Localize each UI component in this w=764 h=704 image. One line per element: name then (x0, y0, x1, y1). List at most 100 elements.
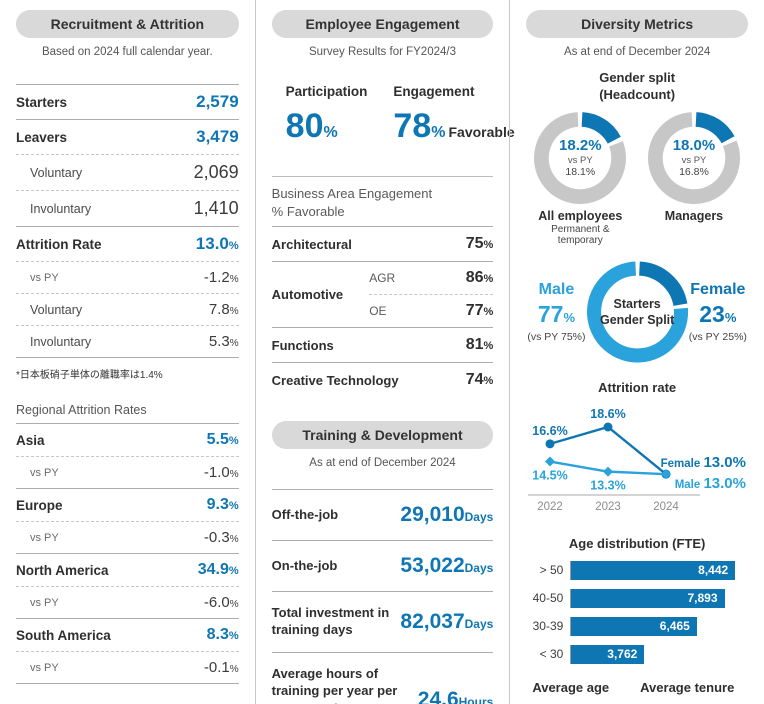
table-row: Starters 2,579 (16, 84, 239, 119)
automotive-row: Automotive AGR 86% OE 77% (271, 261, 494, 327)
row-label: Involuntary (30, 334, 92, 349)
starters-gender-split: Male 77% (vs PY 75%) Starters Gender Spl… (526, 260, 748, 364)
table-row: Involuntary 5.3% (16, 325, 239, 358)
attrition-chart-title: Attrition rate (598, 379, 677, 395)
region-label: North America (16, 562, 109, 578)
sub-area-label: OE (369, 304, 387, 319)
diversity-subtitle: As at end of December 2024 (563, 46, 711, 58)
automotive-subrows: AGR 86% OE 77% (369, 262, 494, 327)
recruitment-footnote: *日本板硝子単体の離職率は1.4% (16, 370, 163, 381)
gender-split-title: Gender split (Headcount) (599, 70, 676, 102)
recruitment-attrition-section: Recruitment & Attrition Based on 2024 fu… (0, 0, 255, 704)
svg-text:2024: 2024 (654, 501, 680, 513)
business-area-heading: Business Area Engagement % Favorable (271, 186, 433, 219)
age-bar-row: > 50 8,442 (526, 560, 748, 580)
donut-title: All employees (538, 208, 623, 223)
vspy-value: -0.3% (203, 529, 239, 546)
recruitment-subtitle: Based on 2024 full calendar year. (41, 46, 213, 58)
all-employees-donut: 18.2% vs PY 18.1% (534, 111, 627, 204)
row-label: Starters (16, 94, 68, 110)
engagement-kpis: Participation 80% Engagement 78% Favorabl… (272, 84, 515, 146)
row-value: -1.2% (203, 269, 239, 286)
bar-value-label: 7,893 (687, 591, 718, 606)
section-title-recruitment: Recruitment & Attrition (16, 10, 239, 38)
bar: 8,442 (571, 560, 736, 580)
table-row: Voluntary 7.8% (16, 293, 239, 325)
table-row: Asia 5.5% (16, 423, 239, 456)
table-row: Leavers 3,479 (16, 119, 239, 154)
bar-category-label: > 50 (539, 563, 564, 578)
table-row: Attrition Rate 13.0% (16, 226, 239, 261)
starters-donut: Starters Gender Split (586, 260, 688, 364)
table-row: Europe 9.3% (16, 488, 239, 521)
region-label: Asia (16, 432, 45, 448)
female-share-label: Female 23% (vs PY 25%) (688, 280, 747, 343)
bar-track: 8,442 (570, 560, 748, 580)
sub-area-value: 77% (465, 302, 494, 320)
training-subtitle: As at end of December 2024 (309, 457, 456, 470)
regional-attrition-table: Asia 5.5% vs PY -1.0% Europe 9.3% vs PY … (16, 423, 239, 684)
training-label: Off-the-job (271, 506, 339, 522)
row-value: 2,579 (196, 92, 239, 111)
row-value: 7.8% (208, 301, 239, 318)
table-row: AGR 86% (369, 262, 493, 294)
donut-center-text: Starters Gender Split (599, 296, 675, 327)
table-row: Off-the-job 29,010Days (271, 489, 494, 540)
section-title-engagement: Employee Engagement (271, 10, 494, 38)
engagement-subtitle: Survey Results for FY2024/3 (308, 46, 456, 58)
svg-text:16.6%: 16.6% (533, 424, 568, 438)
area-label: Automotive (271, 287, 344, 303)
line-chart-svg: 2022 2023 2024 16.6% 18.6% Female 13.0% 14.5% 1… (528, 407, 746, 513)
vspy-value: -0.1% (203, 659, 239, 676)
region-label: South America (16, 627, 111, 643)
managers-donut: 18.0% vs PY 16.8% (648, 111, 740, 204)
table-row: Average hours of training per year per p… (271, 651, 494, 704)
training-label: Total investment in training days (271, 605, 390, 637)
participation-value: 80% (285, 107, 338, 145)
training-label: Average hours of training per year per p… (271, 665, 398, 704)
managers-donut-block: 18.0% vs PY 16.8% Managers (642, 111, 746, 246)
employee-engagement-section: Employee Engagement Survey Results for F… (254, 0, 515, 704)
donut-svg (586, 261, 688, 363)
vspy-label: vs PY (30, 661, 59, 674)
bar-track: 7,893 (570, 588, 748, 608)
table-row: vs PY -0.1% (16, 651, 239, 684)
recruitment-table: Starters 2,579 Leavers 3,479 Voluntary 2… (16, 84, 239, 358)
donut-center-text: 18.0% vs PY 16.8% (672, 137, 716, 179)
age-bar-row: 30-39 6,465 (526, 616, 748, 636)
row-label: Attrition Rate (16, 236, 102, 252)
bar-value-label: 3,762 (607, 647, 638, 662)
engagement-label: Engagement (393, 84, 475, 99)
region-label: Europe (16, 497, 63, 513)
vspy-label: vs PY (30, 531, 59, 544)
table-row: vs PY -0.3% (16, 521, 239, 553)
male-share-label: Male 77% (vs PY 75%) (527, 280, 586, 343)
svg-text:2022: 2022 (538, 501, 564, 513)
bar-track: 6,465 (570, 616, 748, 636)
table-row: vs PY -1.2% (16, 261, 239, 293)
table-row: Voluntary 2,069 (16, 154, 239, 190)
donut-title: Managers (664, 208, 724, 223)
svg-text:14.5%: 14.5% (533, 468, 568, 482)
table-row: On-the-job 53,022Days (271, 540, 494, 591)
table-row: Architectural 75% (271, 226, 494, 261)
age-bar-row: 40-50 7,893 (526, 588, 748, 608)
training-value: 82,037Days (400, 609, 494, 633)
training-value: 53,022Days (400, 554, 494, 578)
row-label: Involuntary (30, 201, 92, 216)
region-value: 5.5% (206, 431, 239, 448)
row-label: Voluntary (30, 165, 83, 180)
svg-text:18.6%: 18.6% (591, 407, 626, 421)
row-value: 5.3% (208, 333, 239, 350)
sub-area-label: AGR (369, 271, 396, 286)
attrition-line-chart: 2022 2023 2024 16.6% 18.6% Female 13.0% 14.5% 1… (526, 397, 748, 520)
donut-svg (648, 111, 740, 204)
divider (271, 176, 494, 177)
bar: 7,893 (571, 588, 725, 608)
vspy-label: vs PY (30, 466, 59, 479)
participation-label: Participation (285, 84, 368, 99)
training-value: 29,010Days (400, 503, 494, 527)
age-bar-row: < 30 3,762 (526, 644, 748, 664)
bar-value-label: 6,465 (659, 619, 690, 634)
